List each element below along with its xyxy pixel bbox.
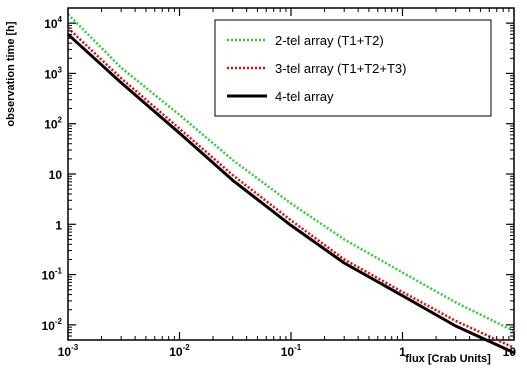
series-line-1 bbox=[67, 13, 515, 333]
ticks-layer: 10-3 10-2 10-1 1 10 10-2 10-1 1 10 102 103 104 bbox=[42, 8, 517, 359]
y-tick-label-4: 102 bbox=[44, 116, 62, 132]
x-axis-label: flux [Crab Units] bbox=[405, 353, 491, 365]
y-tick-label-6: 104 bbox=[44, 15, 62, 31]
series-layer bbox=[66, 13, 515, 355]
x-tick-label-2: 10-1 bbox=[281, 343, 302, 359]
y-tick-label-3: 10 bbox=[49, 168, 63, 182]
legend-label-3: 4-tel array bbox=[275, 89, 334, 104]
x-tick-label-3: 1 bbox=[399, 345, 406, 359]
y-tick-label-5: 103 bbox=[44, 65, 62, 81]
legend: 2-tel array (T1+T2) 3-tel array (T1+T2+T3… bbox=[214, 19, 492, 117]
y-axis-label: observation time [h] bbox=[5, 21, 17, 126]
x-tick-label-1: 10-2 bbox=[169, 343, 190, 359]
x-tick-label-0: 10-3 bbox=[58, 343, 79, 359]
y-tick-label-1: 10-1 bbox=[42, 267, 63, 283]
series-line-3 bbox=[66, 33, 515, 355]
x-tick-label-4: 10 bbox=[503, 345, 517, 359]
legend-label-1: 2-tel array (T1+T2) bbox=[275, 33, 384, 48]
y-tick-label-2: 1 bbox=[55, 218, 62, 232]
y-tick-label-0: 10-2 bbox=[42, 317, 63, 333]
legend-label-2: 3-tel array (T1+T2+T3) bbox=[275, 61, 407, 76]
